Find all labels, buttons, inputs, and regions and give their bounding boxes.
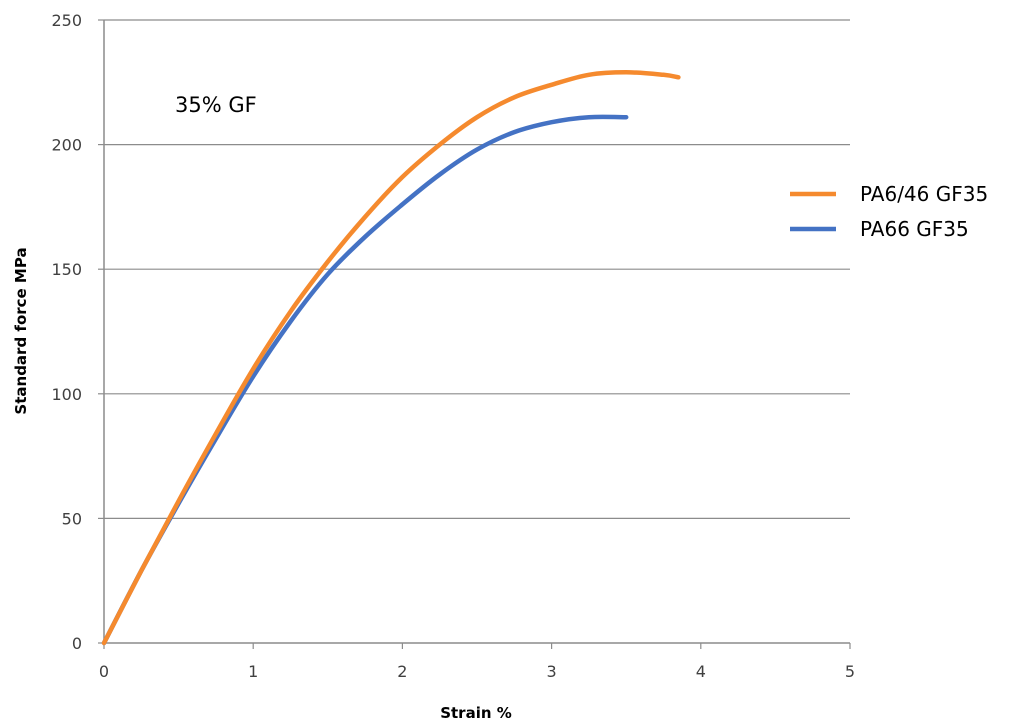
y-tick-label: 100 <box>51 385 82 404</box>
series-line-pa66-gf35 <box>101 114 629 646</box>
y-tick-label: 250 <box>51 11 82 30</box>
x-tick-label: 4 <box>696 662 706 681</box>
legend-item: PA66 GF35 <box>790 217 969 241</box>
series-line-pa6-46-gf35 <box>101 70 681 646</box>
x-tick-label: 2 <box>397 662 407 681</box>
y-tick-label: 200 <box>51 136 82 155</box>
series-lines <box>101 70 681 646</box>
legend-label: PA66 GF35 <box>860 217 969 241</box>
x-axis-title: Strain % <box>440 704 512 722</box>
y-tick-label: 50 <box>62 509 82 528</box>
x-tick-label: 0 <box>99 662 109 681</box>
y-tick-label: 150 <box>51 260 82 279</box>
x-tick-label: 5 <box>845 662 855 681</box>
legend: PA6/46 GF35 PA66 GF35 <box>790 182 988 241</box>
y-tick-labels: 0 50 100 150 200 250 <box>51 11 82 653</box>
x-tick-label: 1 <box>248 662 258 681</box>
legend-item: PA6/46 GF35 <box>790 182 988 206</box>
x-tick-labels: 0 1 2 3 4 5 <box>99 662 855 681</box>
legend-label: PA6/46 GF35 <box>860 182 988 206</box>
y-axis-title: Standard force MPa <box>12 247 30 414</box>
gridlines <box>104 19 850 520</box>
chart-annotation: 35% GF <box>175 93 257 117</box>
x-tick-label: 3 <box>547 662 557 681</box>
axes <box>98 19 851 649</box>
y-tick-label: 0 <box>72 634 82 653</box>
